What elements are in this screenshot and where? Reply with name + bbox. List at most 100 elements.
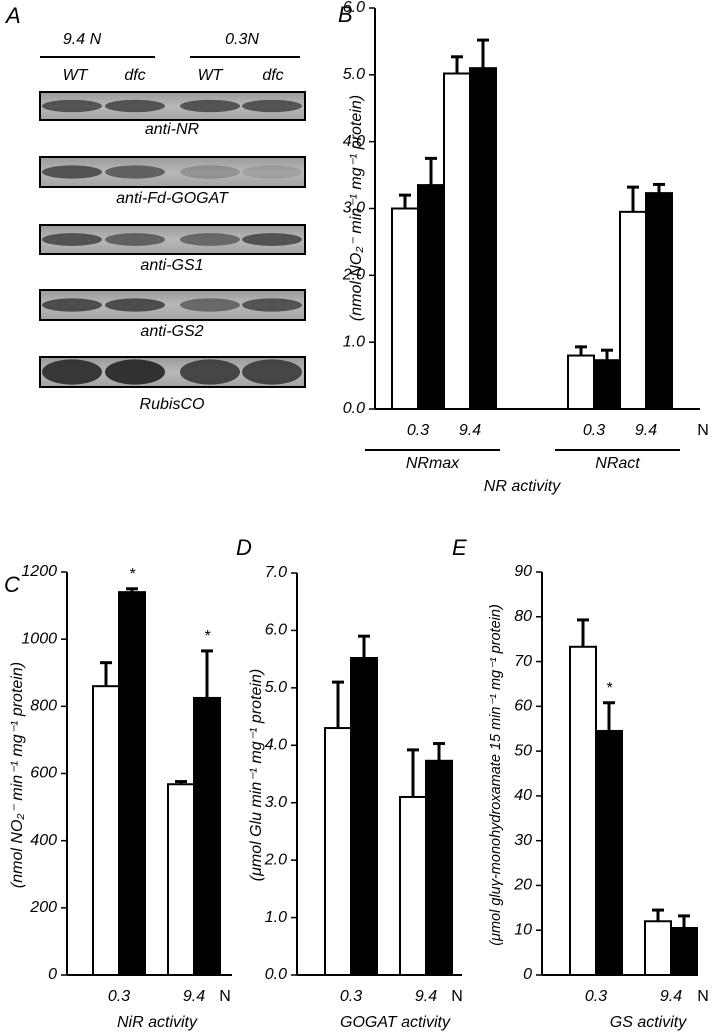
x-axis-label: GOGAT activity bbox=[340, 1014, 451, 1031]
x-tick-label: 0.3 bbox=[407, 422, 429, 439]
blot-band bbox=[180, 99, 240, 113]
x-tick-label: 9.4 bbox=[459, 422, 481, 439]
bar bbox=[569, 645, 597, 976]
bar bbox=[417, 184, 445, 410]
bar bbox=[425, 759, 453, 977]
x-tick-label: 0.3 bbox=[583, 422, 605, 439]
blot-band bbox=[242, 99, 302, 113]
x-axis-label: NR activity bbox=[484, 478, 561, 495]
bar bbox=[118, 591, 146, 977]
blot-band bbox=[105, 359, 165, 385]
x-tick-label: 0.3 bbox=[108, 988, 130, 1005]
y-axis-label: (μmol gluγ-monohydroxamate 15 min⁻¹ mg⁻¹… bbox=[488, 604, 504, 946]
y-tick-label: 1200 bbox=[21, 563, 57, 580]
panel-letter: B bbox=[338, 2, 353, 27]
blot-band bbox=[42, 165, 102, 179]
blot-band bbox=[105, 233, 165, 246]
y-tick-label: 0 bbox=[48, 966, 57, 983]
y-axis-label: (nmol NO₂⁻ min⁻¹ mg⁻¹ protein) bbox=[9, 662, 26, 888]
significance-mark: * bbox=[129, 566, 136, 583]
blot-label: RubisCO bbox=[140, 396, 205, 413]
bar bbox=[595, 729, 623, 977]
panel-letter: C bbox=[4, 572, 20, 597]
y-tick-label: 4.0 bbox=[265, 737, 287, 754]
y-tick-label: 80 bbox=[514, 608, 532, 625]
blot-band bbox=[105, 99, 165, 113]
blot-band bbox=[42, 359, 102, 385]
blot-band bbox=[105, 298, 165, 312]
significance-mark: * bbox=[204, 628, 211, 645]
y-tick-label: 40 bbox=[514, 787, 532, 804]
y-tick-label: 90 bbox=[514, 563, 532, 580]
panel-letter: E bbox=[452, 535, 467, 560]
bar bbox=[644, 920, 672, 976]
group-label: NRmax bbox=[406, 455, 460, 472]
y-tick-label: 2.0 bbox=[342, 267, 365, 284]
x-tick-label: 9.4 bbox=[635, 422, 657, 439]
genotype-label: dfc bbox=[262, 67, 283, 84]
panel-letter: D bbox=[236, 535, 252, 560]
y-tick-label: 5.0 bbox=[343, 66, 365, 83]
condition-label: 0.3N bbox=[225, 31, 259, 48]
x-tick-label: 9.4 bbox=[415, 988, 437, 1005]
panel-letter: A bbox=[4, 3, 21, 28]
y-tick-label: 200 bbox=[29, 899, 57, 916]
x-axis-label: NiR activity bbox=[117, 1014, 198, 1031]
blot-band bbox=[180, 359, 240, 385]
blot-band bbox=[242, 233, 302, 246]
group-label: NRact bbox=[595, 455, 640, 472]
x-unit: N bbox=[697, 988, 709, 1005]
x-axis-label: GS activity bbox=[610, 1014, 687, 1031]
bar bbox=[469, 67, 497, 411]
y-tick-label: 800 bbox=[30, 698, 57, 715]
blot-label: anti-NR bbox=[145, 121, 200, 138]
y-axis-label: (nmol NO₂⁻ min⁻¹ mg⁻¹ protein) bbox=[348, 95, 365, 321]
x-tick-label: 9.4 bbox=[660, 988, 682, 1005]
y-tick-label: 10 bbox=[514, 921, 532, 938]
bar bbox=[670, 926, 698, 977]
bar bbox=[324, 727, 352, 976]
bar bbox=[399, 795, 427, 976]
blot-band bbox=[42, 233, 102, 246]
y-tick-label: 2.0 bbox=[264, 851, 287, 868]
y-tick-label: 30 bbox=[514, 832, 532, 849]
x-unit: N bbox=[451, 988, 463, 1005]
bar bbox=[619, 210, 647, 410]
blot-band bbox=[105, 165, 165, 179]
bar bbox=[193, 696, 221, 976]
blot-band bbox=[42, 298, 102, 312]
y-tick-label: 0.0 bbox=[343, 400, 365, 417]
bar bbox=[593, 359, 621, 411]
bar bbox=[167, 783, 195, 976]
blot-band bbox=[42, 99, 102, 113]
blot-band bbox=[180, 233, 240, 246]
bar bbox=[350, 656, 378, 976]
y-tick-label: 3.0 bbox=[265, 794, 287, 811]
bar bbox=[645, 192, 673, 410]
y-tick-label: 6.0 bbox=[343, 0, 365, 16]
bar bbox=[391, 207, 419, 410]
blot-label: anti-Fd-GOGAT bbox=[116, 190, 229, 207]
blot-band bbox=[242, 359, 302, 385]
y-tick-label: 600 bbox=[30, 765, 57, 782]
y-tick-label: 4.0 bbox=[343, 133, 365, 150]
blot-band bbox=[242, 165, 302, 179]
blot-label: anti-GS1 bbox=[140, 257, 203, 274]
x-tick-label: 9.4 bbox=[183, 988, 205, 1005]
y-tick-label: 0.0 bbox=[265, 966, 287, 983]
y-tick-label: 20 bbox=[513, 877, 532, 894]
bar bbox=[567, 354, 595, 410]
x-unit: N bbox=[219, 988, 231, 1005]
y-tick-label: 1.0 bbox=[343, 333, 365, 350]
y-tick-label: 70 bbox=[514, 653, 532, 670]
genotype-label: WT bbox=[198, 67, 224, 84]
blot-band bbox=[180, 298, 240, 312]
y-tick-label: 5.0 bbox=[265, 679, 287, 696]
condition-label: 9.4 N bbox=[63, 31, 102, 48]
y-tick-label: 6.0 bbox=[265, 622, 287, 639]
y-tick-label: 400 bbox=[30, 832, 57, 849]
blot-label: anti-GS2 bbox=[140, 323, 203, 340]
y-axis-label: (μmol Glu min⁻¹ mg⁻¹ protein) bbox=[248, 669, 265, 881]
x-tick-label: 0.3 bbox=[585, 988, 607, 1005]
